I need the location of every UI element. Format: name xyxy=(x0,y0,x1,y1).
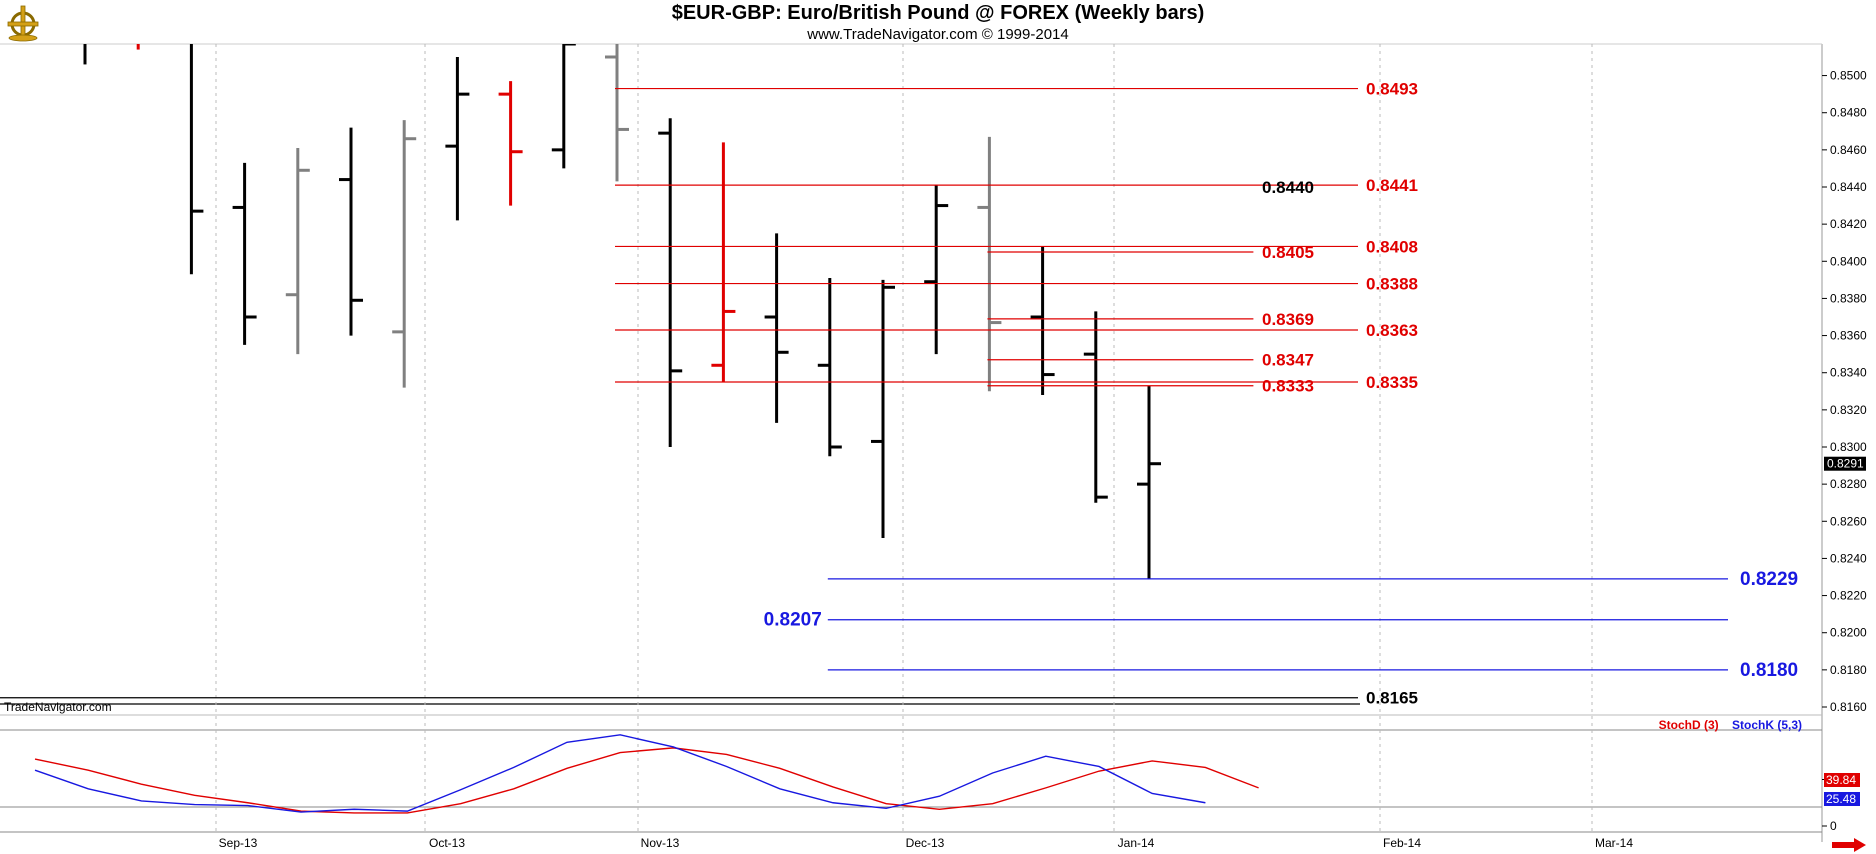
level-label: 0.8388 xyxy=(1366,275,1418,294)
level-label: 0.8335 xyxy=(1366,373,1418,392)
ohlc-bar xyxy=(232,162,257,345)
y-tick-label: 0.8180 xyxy=(1830,663,1867,677)
level-label: 0.8207 xyxy=(764,610,822,631)
y-tick-label: 0.8320 xyxy=(1830,403,1867,417)
ohlc-bar xyxy=(977,136,1002,392)
stochk-value: 25.48 xyxy=(1826,792,1856,806)
ohlc-bar xyxy=(1030,246,1055,395)
ohlc-bar xyxy=(1137,385,1161,579)
x-tick-label: Mar-14 xyxy=(1595,836,1633,850)
level-label: 0.8408 xyxy=(1366,237,1418,256)
x-tick-label: Oct-13 xyxy=(429,836,465,850)
y-tick-label: 0.8240 xyxy=(1830,551,1867,565)
last-price-label: 0.8291 xyxy=(1827,457,1864,471)
level-label: 0.8347 xyxy=(1262,351,1314,370)
ohlc-bar xyxy=(711,142,736,382)
ohlc-bar xyxy=(83,44,87,65)
legend-stochd: StochD (3) xyxy=(1658,718,1719,732)
x-tick-label: Dec-13 xyxy=(906,836,945,850)
y-tick-label: 0.8380 xyxy=(1830,291,1867,305)
y-tick-label: 0.8220 xyxy=(1830,589,1867,603)
ohlc-bars xyxy=(83,44,1161,579)
y-tick-label: 0.8480 xyxy=(1830,106,1867,120)
legend-stochk: StochK (5,3) xyxy=(1731,718,1802,732)
ohlc-bar xyxy=(392,120,417,388)
last-price-badge xyxy=(1824,456,1866,471)
stochd-line xyxy=(34,747,1259,814)
level-label: 0.8493 xyxy=(1366,80,1418,99)
indicator-legend: StochD (3) StochK (5,3) xyxy=(1659,718,1802,732)
ohlc-bar xyxy=(1083,311,1108,503)
ohlc-bar xyxy=(136,44,140,50)
ohlc-bar xyxy=(764,233,789,423)
y-tick-label: 0.8360 xyxy=(1830,329,1867,343)
y-tick-label: 0.8200 xyxy=(1830,626,1867,640)
y-tick-label: 0.8420 xyxy=(1830,217,1867,231)
y-tick-label: 0.8160 xyxy=(1830,700,1867,714)
scroll-right-arrow-icon[interactable] xyxy=(1832,838,1868,852)
y-tick-label: 0.8300 xyxy=(1830,440,1867,454)
x-tick-label: Nov-13 xyxy=(641,836,680,850)
x-tick-label: Sep-13 xyxy=(219,836,258,850)
ohlc-bar xyxy=(658,118,683,447)
stochd-value: 39.84 xyxy=(1826,773,1856,787)
ohlc-bar xyxy=(817,278,842,457)
y-tick-label: 0.8260 xyxy=(1830,514,1867,528)
y-tick-label: 0.8460 xyxy=(1830,143,1867,157)
y-tick-label: 0.8500 xyxy=(1830,69,1867,83)
ohlc-bar xyxy=(189,44,204,275)
ohlc-bar xyxy=(339,127,363,336)
ohlc-bar xyxy=(924,185,949,355)
y-tick-label: 0.8440 xyxy=(1830,180,1867,194)
stochk-line xyxy=(34,734,1206,813)
y-tick-label: 0.8400 xyxy=(1830,254,1867,268)
x-tick-label: Feb-14 xyxy=(1383,836,1421,850)
stochk-value-badge xyxy=(1824,792,1860,806)
ohlc-bar xyxy=(445,57,470,221)
level-label: 0.8405 xyxy=(1262,243,1314,262)
level-label: 0.8180 xyxy=(1740,660,1798,681)
y-tick-label: 0.8280 xyxy=(1830,477,1867,491)
y-tick-label: 0.8340 xyxy=(1830,366,1867,380)
level-label: 0.8165 xyxy=(1366,689,1418,708)
level-label: 0.8369 xyxy=(1262,310,1314,329)
ohlc-bar xyxy=(285,148,310,355)
ohlc-bar xyxy=(605,44,629,182)
tradenavigator-logo-icon xyxy=(7,5,39,42)
watermark-text: TradeNavigator.com xyxy=(4,700,112,714)
chart-title: $EUR-GBP: Euro/British Pound @ FOREX (We… xyxy=(671,2,1205,24)
level-label: 0.8363 xyxy=(1366,321,1418,340)
x-tick-label: Jan-14 xyxy=(1118,836,1155,850)
level-label: 0.8333 xyxy=(1262,377,1314,396)
ohlc-bar xyxy=(871,279,895,538)
level-label: 0.8440 xyxy=(1262,178,1314,197)
ohlc-bar xyxy=(551,44,576,169)
level-label: 0.8441 xyxy=(1366,176,1418,195)
chart-subtitle: www.TradeNavigator.com © 1999-2014 xyxy=(807,26,1069,43)
ohlc-bar xyxy=(498,81,523,206)
level-label: 0.8229 xyxy=(1740,569,1798,590)
stochd-value-badge xyxy=(1824,773,1860,787)
ind-y-tick-label: 0 xyxy=(1830,819,1837,833)
